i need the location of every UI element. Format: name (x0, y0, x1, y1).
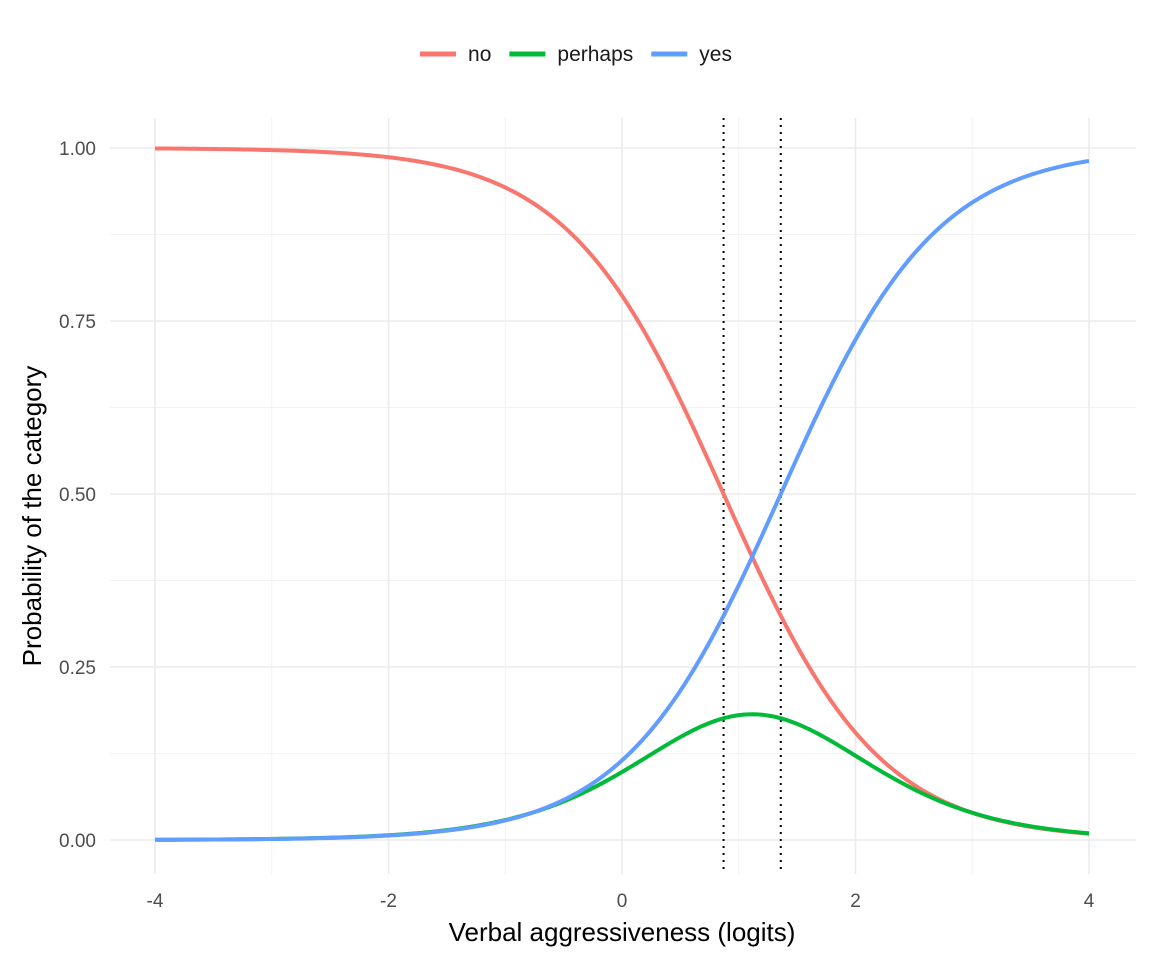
x-tick-label: -4 (147, 891, 164, 912)
threshold-lines (722, 118, 782, 874)
x-tick-label: 0 (617, 891, 628, 912)
legend-label-no: no (468, 43, 491, 66)
series-lines (154, 146, 1090, 842)
series-line-yes (154, 158, 1090, 842)
y-tick-label: 0.00 (59, 831, 96, 852)
x-tick-label: 2 (850, 891, 861, 912)
legend: no perhaps yes (420, 43, 732, 66)
x-axis-ticks: -4 -2 0 2 4 (147, 891, 1095, 912)
y-tick-label: 1.00 (59, 139, 96, 160)
legend-label-perhaps: perhaps (557, 43, 633, 66)
legend-label-yes: yes (699, 43, 732, 66)
y-axis-ticks: 0.00 0.25 0.50 0.75 1.00 (59, 139, 96, 852)
y-tick-label: 0.25 (59, 658, 96, 679)
x-tick-label: 4 (1084, 891, 1095, 912)
x-tick-label: -2 (380, 891, 397, 912)
y-tick-label: 0.75 (59, 312, 96, 333)
x-axis-title: Verbal aggressiveness (logits) (449, 917, 796, 947)
y-axis-title: Probability of the category (17, 366, 47, 667)
y-tick-label: 0.50 (59, 485, 96, 506)
grid (110, 118, 1136, 874)
